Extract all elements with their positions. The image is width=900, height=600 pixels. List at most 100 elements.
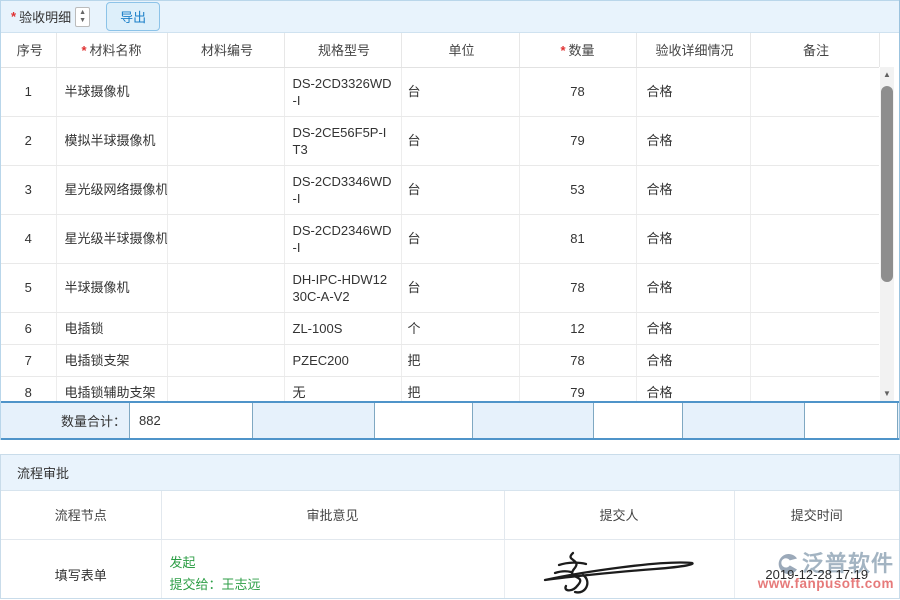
table-row[interactable]: 8 电插锁辅助支架 无 把 79 合格 xyxy=(1,376,880,401)
cell-unit: 把 xyxy=(401,376,520,401)
column-header: 验收详细情况 xyxy=(636,33,751,68)
cell-quantity: 81 xyxy=(519,214,637,264)
cell-acceptance-status: 合格 xyxy=(636,67,751,117)
cell-material-name: 半球摄像机 xyxy=(56,263,168,313)
table-row[interactable]: 6 电插锁 ZL-100S 个 12 合格 xyxy=(1,312,880,345)
table-row[interactable]: 3 星光级网络摄像机 DS-2CD3346WD-I 台 53 合格 xyxy=(1,165,880,215)
cell-spec-model: DS-2CE56F5P-IT3 xyxy=(284,116,402,166)
cell-spec-model: PZEC200 xyxy=(284,344,402,377)
cell-remark xyxy=(750,67,880,117)
materials-table-body: 1 半球摄像机 DS-2CD3326WD-I 台 78 合格 xyxy=(1,67,880,401)
cell-remark xyxy=(750,312,880,345)
spinner-up-icon[interactable]: ▲ xyxy=(79,8,87,16)
cell-spec-model: DS-2CD3346WD-I xyxy=(284,165,402,215)
cell-index: 2 xyxy=(1,116,57,166)
cell-index: 8 xyxy=(1,376,57,401)
section-label: 验收明细 xyxy=(19,10,72,25)
cell-material-code xyxy=(167,263,285,313)
total-quantity-value: 882 xyxy=(129,403,253,438)
acceptance-toolbar: * 验收明细 ▲ ▼ 导出 xyxy=(1,0,899,33)
cell-material-name: 星光级半球摄像机 xyxy=(56,214,168,264)
spinner-down-icon[interactable]: ▼ xyxy=(79,16,87,24)
table-row[interactable]: 5 半球摄像机 DH-IPC-HDW1230C-A-V2 台 78 合格 xyxy=(1,263,880,313)
cell-material-name: 模拟半球摄像机 xyxy=(56,116,168,166)
cell-acceptance-status: 合格 xyxy=(636,344,751,377)
cell-acceptance-status: 合格 xyxy=(636,376,751,401)
cell-quantity: 79 xyxy=(519,376,637,401)
cell-material-code xyxy=(167,116,285,166)
acceptance-panel: * 验收明细 ▲ ▼ 导出 序号 xyxy=(0,0,900,440)
vertical-scrollbar[interactable]: ▲ ▼ xyxy=(880,67,894,401)
cell-material-name: 电插锁支架 xyxy=(56,344,168,377)
cell-remark xyxy=(750,344,880,377)
table-row[interactable]: 4 星光级半球摄像机 DS-2CD2346WD-I 台 81 合格 xyxy=(1,214,880,264)
column-header-label: 序号 xyxy=(16,43,43,59)
scroll-down-icon[interactable]: ▼ xyxy=(880,386,894,401)
cell-submitter-signature xyxy=(504,539,735,598)
cell-material-code xyxy=(167,312,285,345)
signature-image xyxy=(543,551,694,594)
cell-spec-model: DS-2CD2346WD-I xyxy=(284,214,402,264)
column-header-submit-time: 提交时间 xyxy=(734,491,899,540)
column-header-label: 材料编号 xyxy=(200,43,253,59)
column-header: 规格型号 xyxy=(284,33,402,68)
cell-flow-node: 填写表单 xyxy=(1,539,162,598)
column-header: 序号 xyxy=(1,33,57,68)
export-button[interactable]: 导出 xyxy=(106,2,161,31)
required-asterisk: * xyxy=(560,43,566,59)
cell-acceptance-status: 合格 xyxy=(636,263,751,313)
cell-index: 1 xyxy=(1,67,57,117)
scroll-up-icon[interactable]: ▲ xyxy=(880,67,894,82)
cell-unit: 把 xyxy=(401,344,520,377)
cell-remark xyxy=(750,214,880,264)
column-header: 单位 xyxy=(401,33,520,68)
column-header: * 材料名称 xyxy=(56,33,168,68)
cell-index: 7 xyxy=(1,344,57,377)
section-gap xyxy=(0,440,900,454)
cell-spec-model: ZL-100S xyxy=(284,312,402,345)
cell-material-name: 电插锁 xyxy=(56,312,168,345)
cell-material-name: 电插锁辅助支架 xyxy=(56,376,168,401)
approval-row: 填写表单 发起 提交给：王志远 xyxy=(1,539,899,598)
cell-material-code xyxy=(167,376,285,401)
table-row[interactable]: 2 模拟半球摄像机 DS-2CE56F5P-IT3 台 79 合格 xyxy=(1,116,880,166)
cell-unit: 台 xyxy=(401,263,520,313)
total-box-empty-2 xyxy=(593,403,683,438)
cell-acceptance-status: 合格 xyxy=(636,116,751,166)
cell-unit: 个 xyxy=(401,312,520,345)
column-header: 材料编号 xyxy=(167,33,285,68)
cell-remark xyxy=(750,263,880,313)
scrollbar-gutter: ▲ ▼ xyxy=(879,67,897,401)
required-asterisk: * xyxy=(81,43,87,59)
approval-section: 流程审批 流程节点 审批意见 提交人 提交时间 填写表单 发起 提交给：王志远 xyxy=(0,454,900,599)
column-header-label: 数量 xyxy=(568,43,595,59)
opinion-action: 发起 xyxy=(169,555,196,571)
cell-material-code xyxy=(167,67,285,117)
cell-material-code xyxy=(167,214,285,264)
table-row[interactable]: 7 电插锁支架 PZEC200 把 78 合格 xyxy=(1,344,880,377)
cell-acceptance-status: 合格 xyxy=(636,214,751,264)
cell-quantity: 78 xyxy=(519,263,637,313)
opinion-target: 提交给：王志远 xyxy=(169,577,261,593)
scrollbar-thumb[interactable] xyxy=(881,86,893,282)
column-header-label: 规格型号 xyxy=(317,43,370,59)
required-asterisk: * xyxy=(11,9,17,24)
cell-unit: 台 xyxy=(401,67,520,117)
total-box-empty-1 xyxy=(374,403,473,438)
materials-scroll-viewport[interactable]: 1 半球摄像机 DS-2CD3326WD-I 台 78 合格 xyxy=(1,67,899,401)
sort-spinner[interactable]: ▲ ▼ xyxy=(75,6,91,27)
cell-spec-model: 无 xyxy=(284,376,402,401)
cell-remark xyxy=(750,116,880,166)
column-header-label: 备注 xyxy=(802,43,829,59)
cell-quantity: 79 xyxy=(519,116,637,166)
cell-acceptance-status: 合格 xyxy=(636,165,751,215)
cell-index: 5 xyxy=(1,263,57,313)
cell-quantity: 53 xyxy=(519,165,637,215)
totals-row: 数量合计： 882 xyxy=(1,401,899,440)
cell-unit: 台 xyxy=(401,214,520,264)
cell-spec-model: DH-IPC-HDW1230C-A-V2 xyxy=(284,263,402,313)
materials-table-zone: 序号 * 材料名称 材料编号 规格型号 单位 * 数量 验收详细情况 xyxy=(1,33,899,401)
table-row[interactable]: 1 半球摄像机 DS-2CD3326WD-I 台 78 合格 xyxy=(1,67,880,117)
materials-header-row: 序号 * 材料名称 材料编号 规格型号 单位 * 数量 验收详细情况 xyxy=(1,33,880,68)
column-header-submitter: 提交人 xyxy=(504,491,735,540)
